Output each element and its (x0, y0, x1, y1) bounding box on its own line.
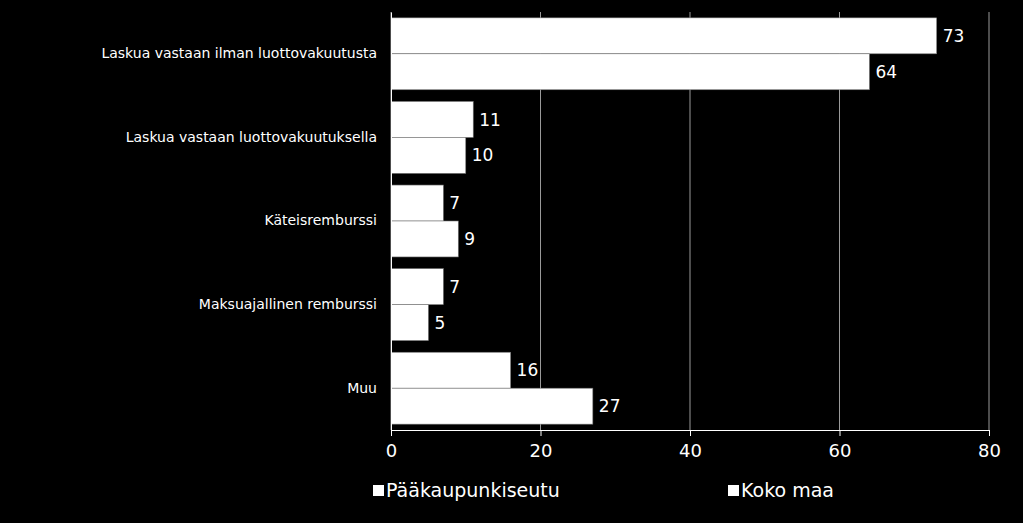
bar (391, 185, 443, 221)
category-label: Laskua vastaan luottovakuutuksella (126, 129, 377, 145)
grid (391, 12, 989, 430)
category-label: Laskua vastaan ilman luottovakuutusta (101, 45, 377, 61)
tick: Laskua vastaan ilman luottovakuutusta (101, 45, 391, 61)
bar (391, 352, 511, 388)
tick-label: 60 (829, 440, 852, 461)
tick-mark (840, 430, 841, 436)
tick-label: 0 (386, 440, 397, 461)
tick: 0 (386, 430, 397, 461)
legend-swatch (373, 485, 384, 496)
tick: Käteisremburssi (265, 212, 392, 228)
tick: 60 (829, 430, 852, 461)
data-label: 5 (434, 313, 445, 333)
x-axis: 0 20 40 60 80 (386, 430, 1001, 461)
tick-mark (690, 430, 691, 436)
background (0, 0, 1023, 523)
data-label: 64 (875, 62, 897, 82)
legend-swatch (728, 485, 739, 496)
data-label: 7 (449, 277, 460, 297)
tick: Muu (347, 380, 391, 396)
data-label: 11 (479, 110, 501, 130)
tick-label: 40 (679, 440, 702, 461)
category-label: Maksuajallinen remburssi (199, 296, 377, 312)
tick-label: 80 (978, 440, 1001, 461)
bar (391, 221, 458, 257)
bar (391, 305, 428, 341)
tick-label: 20 (530, 440, 553, 461)
bar (391, 388, 593, 424)
category-label: Käteisremburssi (265, 212, 378, 228)
tick: Laskua vastaan luottovakuutuksella (126, 129, 391, 145)
tick-mark (989, 430, 990, 436)
legend-item: Koko maa (728, 479, 834, 501)
data-labels: 73 11 7 7 16 64 10 9 5 27 (434, 26, 964, 416)
bar (391, 54, 869, 90)
tick: 80 (978, 430, 1001, 461)
data-label: 9 (464, 229, 475, 249)
legend-label: Koko maa (741, 479, 834, 501)
data-label: 16 (517, 360, 539, 380)
tick: Maksuajallinen remburssi (199, 296, 391, 312)
data-label: 27 (599, 396, 621, 416)
data-label: 10 (472, 145, 494, 165)
data-label: 7 (449, 193, 460, 213)
legend: Pääkaupunkiseutu Koko maa (373, 479, 834, 501)
axis-line (391, 13, 392, 431)
plot: 73 11 7 7 16 64 10 9 5 27 0 20 40 60 80 Laskua vastaan … (101, 12, 1001, 461)
tick: 20 (530, 430, 553, 461)
bar (391, 18, 937, 54)
data-label: 73 (943, 26, 965, 46)
legend-label: Pääkaupunkiseutu (386, 479, 560, 501)
grid-line (989, 12, 990, 430)
legend-item: Pääkaupunkiseutu (373, 479, 560, 501)
bar (391, 101, 473, 137)
bar (391, 137, 466, 173)
category-label: Muu (347, 380, 377, 396)
y-axis: Laskua vastaan ilman luottovakuutusta Las… (101, 13, 391, 431)
tick-mark (541, 430, 542, 436)
grid-line (391, 12, 392, 430)
tick: 40 (679, 430, 702, 461)
bars (391, 18, 937, 424)
axis-line (392, 431, 990, 437)
bar (391, 269, 443, 305)
tick-mark (391, 430, 392, 436)
